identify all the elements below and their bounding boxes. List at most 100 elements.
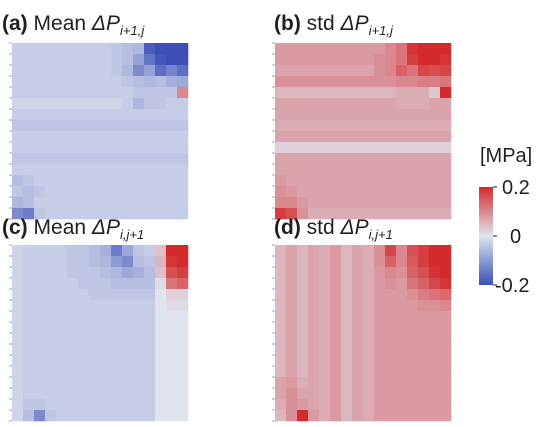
heatmap-cell	[440, 278, 452, 290]
heatmap-cell	[286, 131, 298, 143]
heatmap-cell	[144, 267, 156, 279]
heatmap-cell	[352, 76, 364, 88]
heatmap-cell	[12, 355, 24, 367]
heatmap-cell	[67, 399, 79, 411]
heatmap-cell	[341, 377, 353, 389]
heatmap-cell	[385, 54, 397, 66]
heatmap-cell	[100, 43, 112, 55]
heatmap-cell	[45, 311, 57, 323]
heatmap-cell	[111, 76, 123, 88]
heatmap-cell	[330, 54, 342, 66]
heatmap-cell	[89, 109, 101, 121]
heatmap-cell	[177, 256, 189, 268]
heatmap-cell	[67, 153, 79, 165]
heatmap-cell	[45, 366, 57, 378]
heatmap-cell	[297, 175, 309, 187]
heatmap-cell	[133, 65, 145, 77]
heatmap-cell	[429, 186, 441, 198]
heatmap-cell	[286, 355, 298, 367]
heatmap-cell	[144, 109, 156, 121]
heatmap-cell	[89, 76, 101, 88]
heatmap-cell	[111, 197, 123, 209]
heatmap-cell	[166, 322, 178, 334]
heatmap-cell	[440, 399, 452, 411]
heatmap-cell	[407, 142, 419, 154]
heatmap-cell	[56, 344, 68, 356]
heatmap-cell	[133, 344, 145, 356]
heatmap-cell	[319, 54, 331, 66]
heatmap-cell	[319, 164, 331, 176]
panel-a-symbol: ΔP	[91, 12, 120, 35]
heatmap-cell	[12, 366, 24, 378]
heatmap-cell	[385, 256, 397, 268]
heatmap-cell	[166, 87, 178, 99]
heatmap-cell	[45, 65, 57, 77]
heatmap-cell	[166, 278, 178, 290]
heatmap-cell	[418, 410, 430, 422]
heatmap-cell	[319, 120, 331, 132]
panel-d-stat: std	[306, 216, 335, 239]
heatmap-cell	[78, 120, 90, 132]
heatmap-cell	[23, 267, 35, 279]
heatmap-cell	[34, 197, 46, 209]
heatmap-cell	[407, 322, 419, 334]
heatmap-cell	[286, 267, 298, 279]
heatmap-cell	[67, 333, 79, 345]
heatmap-cell	[418, 311, 430, 323]
heatmap-cell	[297, 197, 309, 209]
heatmap-cell	[341, 256, 353, 268]
heatmap-cell	[122, 142, 134, 154]
heatmap-cell	[363, 142, 375, 154]
heatmap-cell	[319, 311, 331, 323]
heatmap-cell	[23, 278, 35, 290]
heatmap-cell	[352, 278, 364, 290]
heatmap-cell	[429, 311, 441, 323]
heatmap-cell	[385, 267, 397, 279]
heatmap-cell	[330, 142, 342, 154]
heatmap-cell	[396, 267, 408, 279]
heatmap-cell	[330, 98, 342, 110]
heatmap-cell	[100, 65, 112, 77]
heatmap-cell	[89, 65, 101, 77]
heatmap-cell	[122, 120, 134, 132]
heatmap-cell	[385, 87, 397, 99]
heatmap-cell	[319, 410, 331, 422]
heatmap-cell	[166, 54, 178, 66]
heatmap-cell	[166, 109, 178, 121]
heatmap-cell	[166, 153, 178, 165]
heatmap-cell	[133, 388, 145, 400]
heatmap-cell	[56, 300, 68, 312]
heatmap-cell	[352, 399, 364, 411]
heatmap-cell	[385, 344, 397, 356]
heatmap-cell	[166, 311, 178, 323]
panel-a-stat: Mean	[33, 12, 87, 35]
heatmap-cell	[89, 399, 101, 411]
heatmap-cell	[56, 186, 68, 198]
heatmap-cell	[56, 388, 68, 400]
heatmap-cell	[78, 355, 90, 367]
heatmap-cell	[352, 131, 364, 143]
heatmap-cell	[155, 278, 167, 290]
heatmap-cell	[177, 164, 189, 176]
heatmap-cell	[89, 186, 101, 198]
heatmap-cell	[100, 311, 112, 323]
heatmap-cell	[286, 311, 298, 323]
heatmap-cell	[275, 289, 287, 301]
heatmap-cell	[122, 76, 134, 88]
heatmap-cell	[166, 256, 178, 268]
heatmap-cell	[45, 197, 57, 209]
heatmap-cell	[297, 131, 309, 143]
heatmap-cell	[308, 399, 320, 411]
panel-c-symbol: ΔP	[91, 216, 120, 239]
colorbar-tick-bottom: -0.2	[495, 275, 530, 297]
heatmap-cell	[407, 98, 419, 110]
heatmap-cell	[177, 388, 189, 400]
heatmap-cell	[155, 300, 167, 312]
heatmap-cell	[56, 311, 68, 323]
heatmap-cell	[122, 131, 134, 143]
heatmap-cell	[67, 164, 79, 176]
heatmap-cell	[407, 120, 419, 132]
heatmap-cell	[352, 410, 364, 422]
heatmap-cell	[67, 267, 79, 279]
